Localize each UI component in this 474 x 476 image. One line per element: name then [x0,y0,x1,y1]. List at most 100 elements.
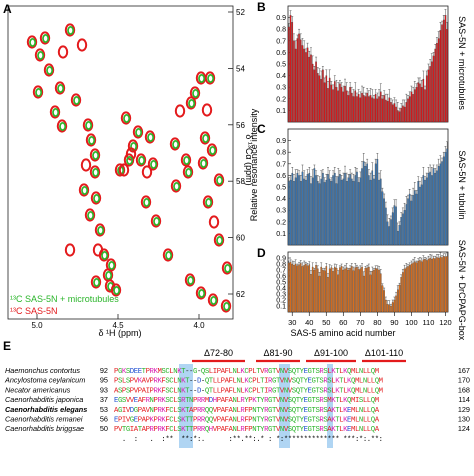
y-tick-label: 0.9 [276,138,286,145]
nmr-peak-red [201,103,213,117]
bar [398,284,401,313]
nmr-peak-red [120,111,132,125]
nmr-peak-red [144,130,156,144]
bar [373,269,375,313]
nmr-peak-green [192,89,200,98]
y-tick-label: 0.1 [276,108,286,115]
panel-a-y-tick-label: 54 [236,64,245,73]
bar [385,207,387,246]
bar [305,263,307,313]
nmr-peak-red [213,173,225,187]
bar [425,260,428,313]
bar [376,268,379,313]
bar [354,175,357,246]
bar [419,186,421,246]
bar [288,26,290,123]
bar [429,171,431,246]
bar [289,15,292,123]
bar [299,39,302,123]
bar [410,263,413,313]
bar [316,181,319,246]
bar [334,266,336,313]
y-tick-label: 0.6 [276,50,286,57]
bar [385,99,387,123]
bar [303,48,305,123]
nmr-peak-green [105,271,113,280]
bar [420,87,423,123]
bar [444,256,447,313]
bar [340,179,343,246]
bar [301,171,304,246]
bar [359,97,362,123]
nmr-peak-red [127,139,139,153]
bar [407,198,409,246]
bar [424,89,426,123]
nmr-peak-green [67,26,75,35]
bar [316,268,319,313]
deletion-label: Δ81-90 [263,348,292,358]
bar [328,77,331,123]
nmr-peak-red [114,163,126,177]
panel-b-letter: B [257,0,266,14]
bar [320,78,322,123]
bar [291,22,294,123]
bar [383,198,385,246]
conserved-column [279,364,290,448]
nmr-peak-red [89,165,101,179]
bar [434,172,437,246]
bar [305,52,307,123]
bar [291,172,294,246]
bar [349,268,351,313]
seq-end: 129 [458,405,470,414]
bar [315,61,317,123]
bar [441,257,443,313]
bar [436,170,438,246]
y-tick-label: 0.3 [276,208,286,215]
bar [368,175,370,246]
y-tick-label: 0.2 [276,219,286,226]
bar [356,96,358,123]
seq-start: 93 [100,385,108,394]
bar [425,177,428,246]
nmr-peak-red [56,119,68,133]
nmr-peak-red [90,191,102,205]
sequence: ASPSPVPAIPRKFSCLNKT--D-QTLLPAFLNLKCPLTIR… [114,387,383,395]
bar [311,266,314,313]
bar [357,94,360,123]
bar [393,103,396,123]
bar [381,285,384,313]
alignment-rows: Haemonchus contortus 92 PGKSDEETPRKMSCLNKT… [4,366,470,444]
nmr-peak-red [180,153,192,167]
panel-a-x-tick-label: 4.5 [112,321,124,330]
bar [431,259,433,313]
bar [369,179,372,246]
nmr-peak-red [208,215,220,229]
panel-b-side-label: SAS-5N + microtubules [457,16,467,110]
bar [328,268,331,313]
nmr-peak-red [185,96,197,110]
bar [405,204,408,246]
nmr-peak-red [32,85,44,99]
y-tick-label: 0.6 [276,173,286,180]
bar [444,15,447,123]
bar [405,102,408,123]
nmr-peak-green [153,217,161,226]
seq-end: 124 [458,424,470,433]
legend-free: ¹³C SAS-5N [10,306,58,316]
bar [405,267,408,313]
nmr-peak-green [210,296,218,305]
bar [308,172,311,246]
bar [415,193,418,246]
bar [306,47,309,123]
y-tick-label: 0.7 [276,38,286,45]
bar [298,33,300,123]
seq-start: 95 [100,376,108,385]
sequence: PGKSDEETPRKMSCLNKT--G-QSLIPAFLNLKCPLTVRG… [114,368,379,376]
bar [316,73,319,123]
bar [432,257,435,313]
panel-c-chart: 0.1 0.2 0.3 0.4 0.5 0.6 0.7 0.8 0.9 [276,128,449,246]
species-name: Haemonchus contortus [5,366,80,375]
nmr-peak-red [220,299,232,313]
bar [362,275,365,313]
bar [388,304,391,313]
